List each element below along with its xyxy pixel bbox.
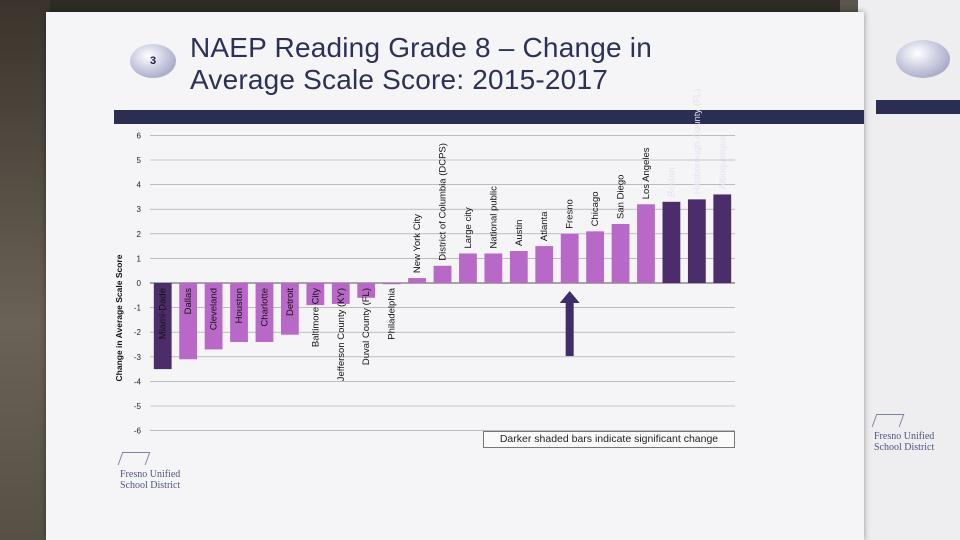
adjacent-slide-rule [876, 100, 960, 114]
bar [331, 283, 350, 304]
category-label: Dallas [183, 288, 194, 315]
y-tick-label: 6 [137, 131, 142, 140]
y-tick-label: 4 [137, 181, 142, 190]
bar [280, 283, 299, 335]
bar [687, 199, 706, 283]
category-label: Detroit [285, 288, 296, 316]
category-label: Los Angeles [641, 147, 652, 199]
bar [230, 283, 248, 343]
y-axis-label: Change in Average Scale Score [114, 254, 124, 381]
district-logo: Fresno Unified School District [117, 452, 181, 491]
category-label: District of Columbia (DCPS) [438, 143, 449, 261]
y-tick-label: -5 [134, 402, 142, 411]
bar [382, 283, 401, 285]
category-label: Austin [514, 220, 525, 246]
category-label: Boston [666, 167, 677, 197]
title-line-1: NAEP Reading Grade 8 – Change in [190, 32, 652, 63]
category-label: Philadelphia [387, 287, 398, 339]
category-label: Fresno [565, 199, 576, 229]
y-tick-label: 0 [137, 279, 142, 288]
bar [179, 283, 198, 360]
category-label: Duval County (FL) [361, 288, 372, 365]
slide-number-badge: 3 [130, 44, 176, 78]
adjacent-slide-badge [896, 40, 950, 78]
category-label: Atlanta [539, 211, 550, 241]
bar [204, 283, 223, 350]
bar [408, 278, 426, 283]
bar [255, 283, 274, 343]
bar [153, 283, 172, 370]
bar [586, 231, 605, 283]
graduation-cap-icon [871, 414, 905, 427]
bar [713, 194, 732, 283]
bar [560, 233, 579, 283]
y-tick-label: -2 [134, 328, 142, 337]
category-label: Baltimore City [310, 288, 321, 347]
y-tick-label: -6 [134, 427, 142, 436]
fresno-highlight-arrow [559, 291, 580, 356]
background-left [0, 0, 50, 540]
district-logo-adjacent: Fresno Unified School District [871, 414, 935, 453]
title-rule [114, 110, 864, 124]
y-tick-label: -3 [134, 353, 142, 362]
adjacent-slide [858, 0, 960, 540]
bar [484, 253, 503, 283]
category-label: Jefferson County (KY) [336, 288, 347, 381]
category-label: Chicago [590, 191, 601, 226]
category-label: San Diego [616, 175, 627, 219]
category-label: Hillsborough County (FL) [692, 89, 703, 195]
category-label: Miami-Dade [158, 288, 169, 339]
category-label: Charlotte [259, 288, 270, 327]
category-label: Large city [463, 207, 474, 248]
bar [662, 201, 681, 283]
y-tick-label: 2 [137, 230, 142, 239]
y-axis-ticks: 6 5 4 3 2 1 0 -1 -2 -3 -4 -5 -6 [134, 131, 142, 435]
category-label: Albuquerque [717, 136, 728, 190]
y-tick-label: -1 [134, 304, 142, 313]
bar [535, 246, 554, 283]
y-tick-label: 1 [137, 254, 142, 263]
bar [306, 283, 325, 306]
category-label: National public [488, 186, 499, 249]
logo-line-2: School District [874, 442, 935, 453]
slide-title: NAEP Reading Grade 8 – Change in Average… [190, 32, 790, 96]
arrow-head [559, 291, 580, 303]
category-labels: Miami-Dade Dallas Cleveland Houston Charlott… [158, 89, 729, 382]
chart-bars [153, 194, 732, 370]
bar [509, 251, 528, 283]
logo-line-1: Fresno Unified [120, 469, 181, 480]
title-line-2: Average Scale Score: 2015-2017 [190, 64, 608, 95]
category-label: New York City [412, 214, 423, 273]
logo-line-1: Fresno Unified [874, 431, 935, 442]
bar [611, 223, 630, 283]
arrow-shaft [565, 301, 574, 356]
y-tick-label: 5 [137, 156, 142, 165]
bar [433, 265, 452, 283]
bar [459, 253, 477, 283]
bar [357, 283, 376, 298]
y-tick-label: 3 [137, 205, 142, 214]
significance-note: Darker shaded bars indicate significant … [483, 431, 735, 448]
graduation-cap-icon [117, 452, 151, 465]
category-label: Houston [234, 288, 245, 323]
logo-line-2: School District [120, 480, 181, 491]
category-label: Cleveland [209, 288, 220, 330]
bar [637, 204, 655, 283]
y-tick-label: -4 [134, 377, 142, 386]
